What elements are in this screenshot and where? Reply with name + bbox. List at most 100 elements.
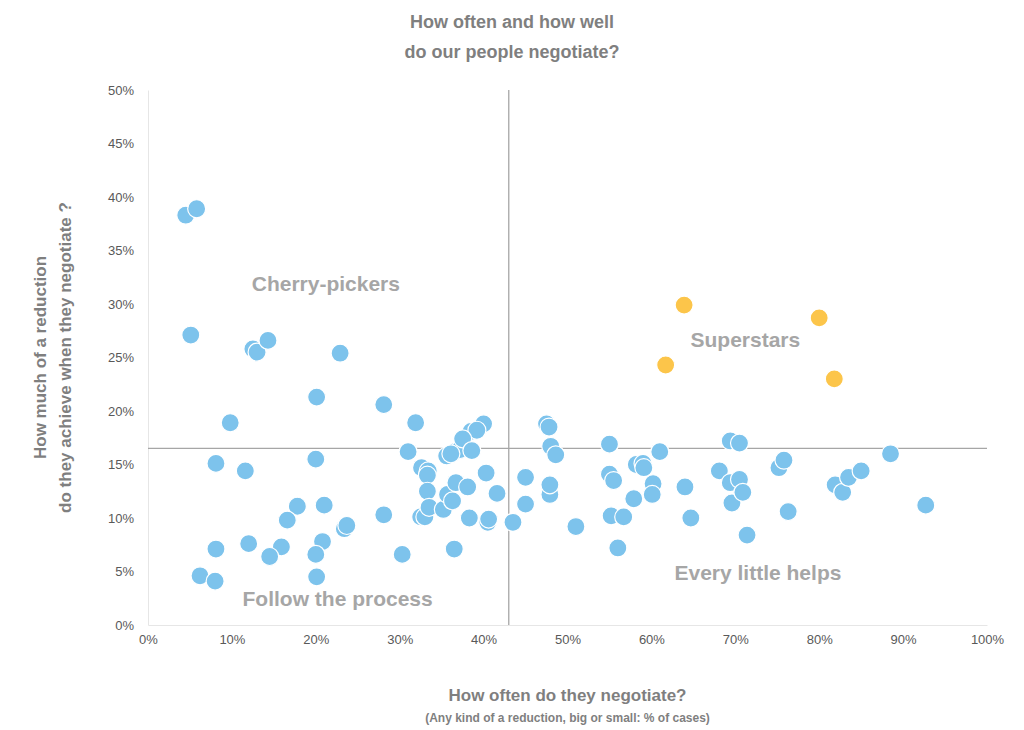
point: [399, 443, 417, 461]
point: [338, 516, 356, 534]
plot: 0% 10% 20% 30% 40% 50% 60% 70% 80% 90% 100% 0% 5% 10%…: [108, 83, 1005, 648]
point: [567, 518, 585, 536]
point: [407, 414, 425, 432]
tick-label: 5%: [115, 564, 134, 579]
tick-label: 80%: [807, 632, 833, 647]
point: [206, 572, 224, 590]
point: [207, 540, 225, 558]
point: [278, 511, 296, 529]
point: [261, 548, 279, 566]
point: [675, 296, 693, 314]
tick-label: 0%: [139, 632, 158, 647]
point: [308, 388, 326, 406]
tick: 30%: [387, 625, 413, 647]
point: [852, 462, 870, 480]
point: [308, 568, 326, 586]
tick: 10%: [108, 511, 148, 526]
point: [331, 344, 349, 362]
point: [445, 540, 463, 558]
point: [917, 496, 935, 514]
tick: 0%: [139, 625, 158, 647]
tick-label: 45%: [108, 136, 134, 151]
tick-label: 35%: [108, 243, 134, 258]
tick-label: 10%: [108, 511, 134, 526]
tick-label: 40%: [108, 190, 134, 205]
point: [480, 510, 498, 528]
point: [738, 526, 756, 544]
point: [307, 545, 325, 563]
point: [375, 506, 393, 524]
points: [177, 200, 935, 590]
tick-label: 50%: [555, 632, 581, 647]
tick: 0%: [115, 618, 148, 633]
tick: 70%: [723, 625, 749, 647]
axis-line: [148, 91, 149, 626]
quadrant-label: Every little helps: [674, 561, 841, 584]
point: [541, 476, 559, 494]
point: [460, 509, 478, 527]
y-axis-title: How much of a reduction: [31, 256, 50, 459]
point: [442, 445, 460, 463]
point: [779, 503, 797, 521]
point: [540, 418, 558, 436]
tick: 40%: [108, 190, 148, 205]
tick: 45%: [108, 136, 148, 151]
tick: 50%: [108, 83, 148, 98]
point: [315, 496, 333, 514]
tick: 20%: [108, 404, 148, 419]
tick: 5%: [115, 564, 148, 579]
tick-label: 20%: [303, 632, 329, 647]
point: [182, 326, 200, 344]
point: [734, 483, 752, 501]
title: How often and how well: [410, 12, 614, 32]
tick-label: 30%: [108, 297, 134, 312]
point: [605, 472, 623, 490]
tick: 10%: [219, 625, 245, 647]
point: [825, 370, 843, 388]
tick-label: 40%: [471, 632, 497, 647]
tick: 50%: [555, 625, 581, 647]
point: [600, 435, 618, 453]
point: [609, 539, 627, 557]
tick: 90%: [891, 625, 917, 647]
point: [207, 454, 225, 472]
tick-label: 15%: [108, 457, 134, 472]
point: [775, 451, 793, 469]
point: [625, 490, 643, 508]
point: [307, 450, 325, 468]
tick-label: 70%: [723, 632, 749, 647]
series: [177, 200, 935, 590]
point: [882, 445, 900, 463]
tick-label: 100%: [971, 632, 1005, 647]
tick: 15%: [108, 457, 148, 472]
quadrant-label: Superstars: [691, 328, 801, 351]
tick-label: 60%: [639, 632, 665, 647]
point: [393, 545, 411, 563]
point: [635, 459, 653, 477]
tick-label: 20%: [108, 404, 134, 419]
chart: 0% 10% 20% 30% 40% 50% 60% 70% 80% 90% 100% 0% 5% 10%…: [0, 0, 1024, 730]
point: [657, 356, 675, 374]
x-axis: 0% 10% 20% 30% 40% 50% 60% 70% 80% 90% 100%: [139, 625, 1004, 647]
reference-line: [508, 90, 509, 625]
point: [188, 200, 206, 218]
tick: 80%: [807, 625, 833, 647]
tick-label: 90%: [891, 632, 917, 647]
point: [643, 485, 661, 503]
point: [810, 309, 828, 327]
tick-label: 50%: [108, 83, 134, 98]
x-axis-note: (Any kind of a reduction, big or small: …: [425, 711, 710, 725]
point: [517, 468, 535, 486]
point: [221, 414, 239, 432]
point: [730, 434, 748, 452]
point: [547, 446, 565, 464]
tick-label: 30%: [387, 632, 413, 647]
tick: 60%: [639, 625, 665, 647]
tick: 40%: [471, 625, 497, 647]
point: [477, 464, 495, 482]
reference-line: [148, 448, 987, 449]
point: [375, 396, 393, 414]
point: [682, 509, 700, 527]
point: [488, 484, 506, 502]
tick: 30%: [108, 297, 148, 312]
